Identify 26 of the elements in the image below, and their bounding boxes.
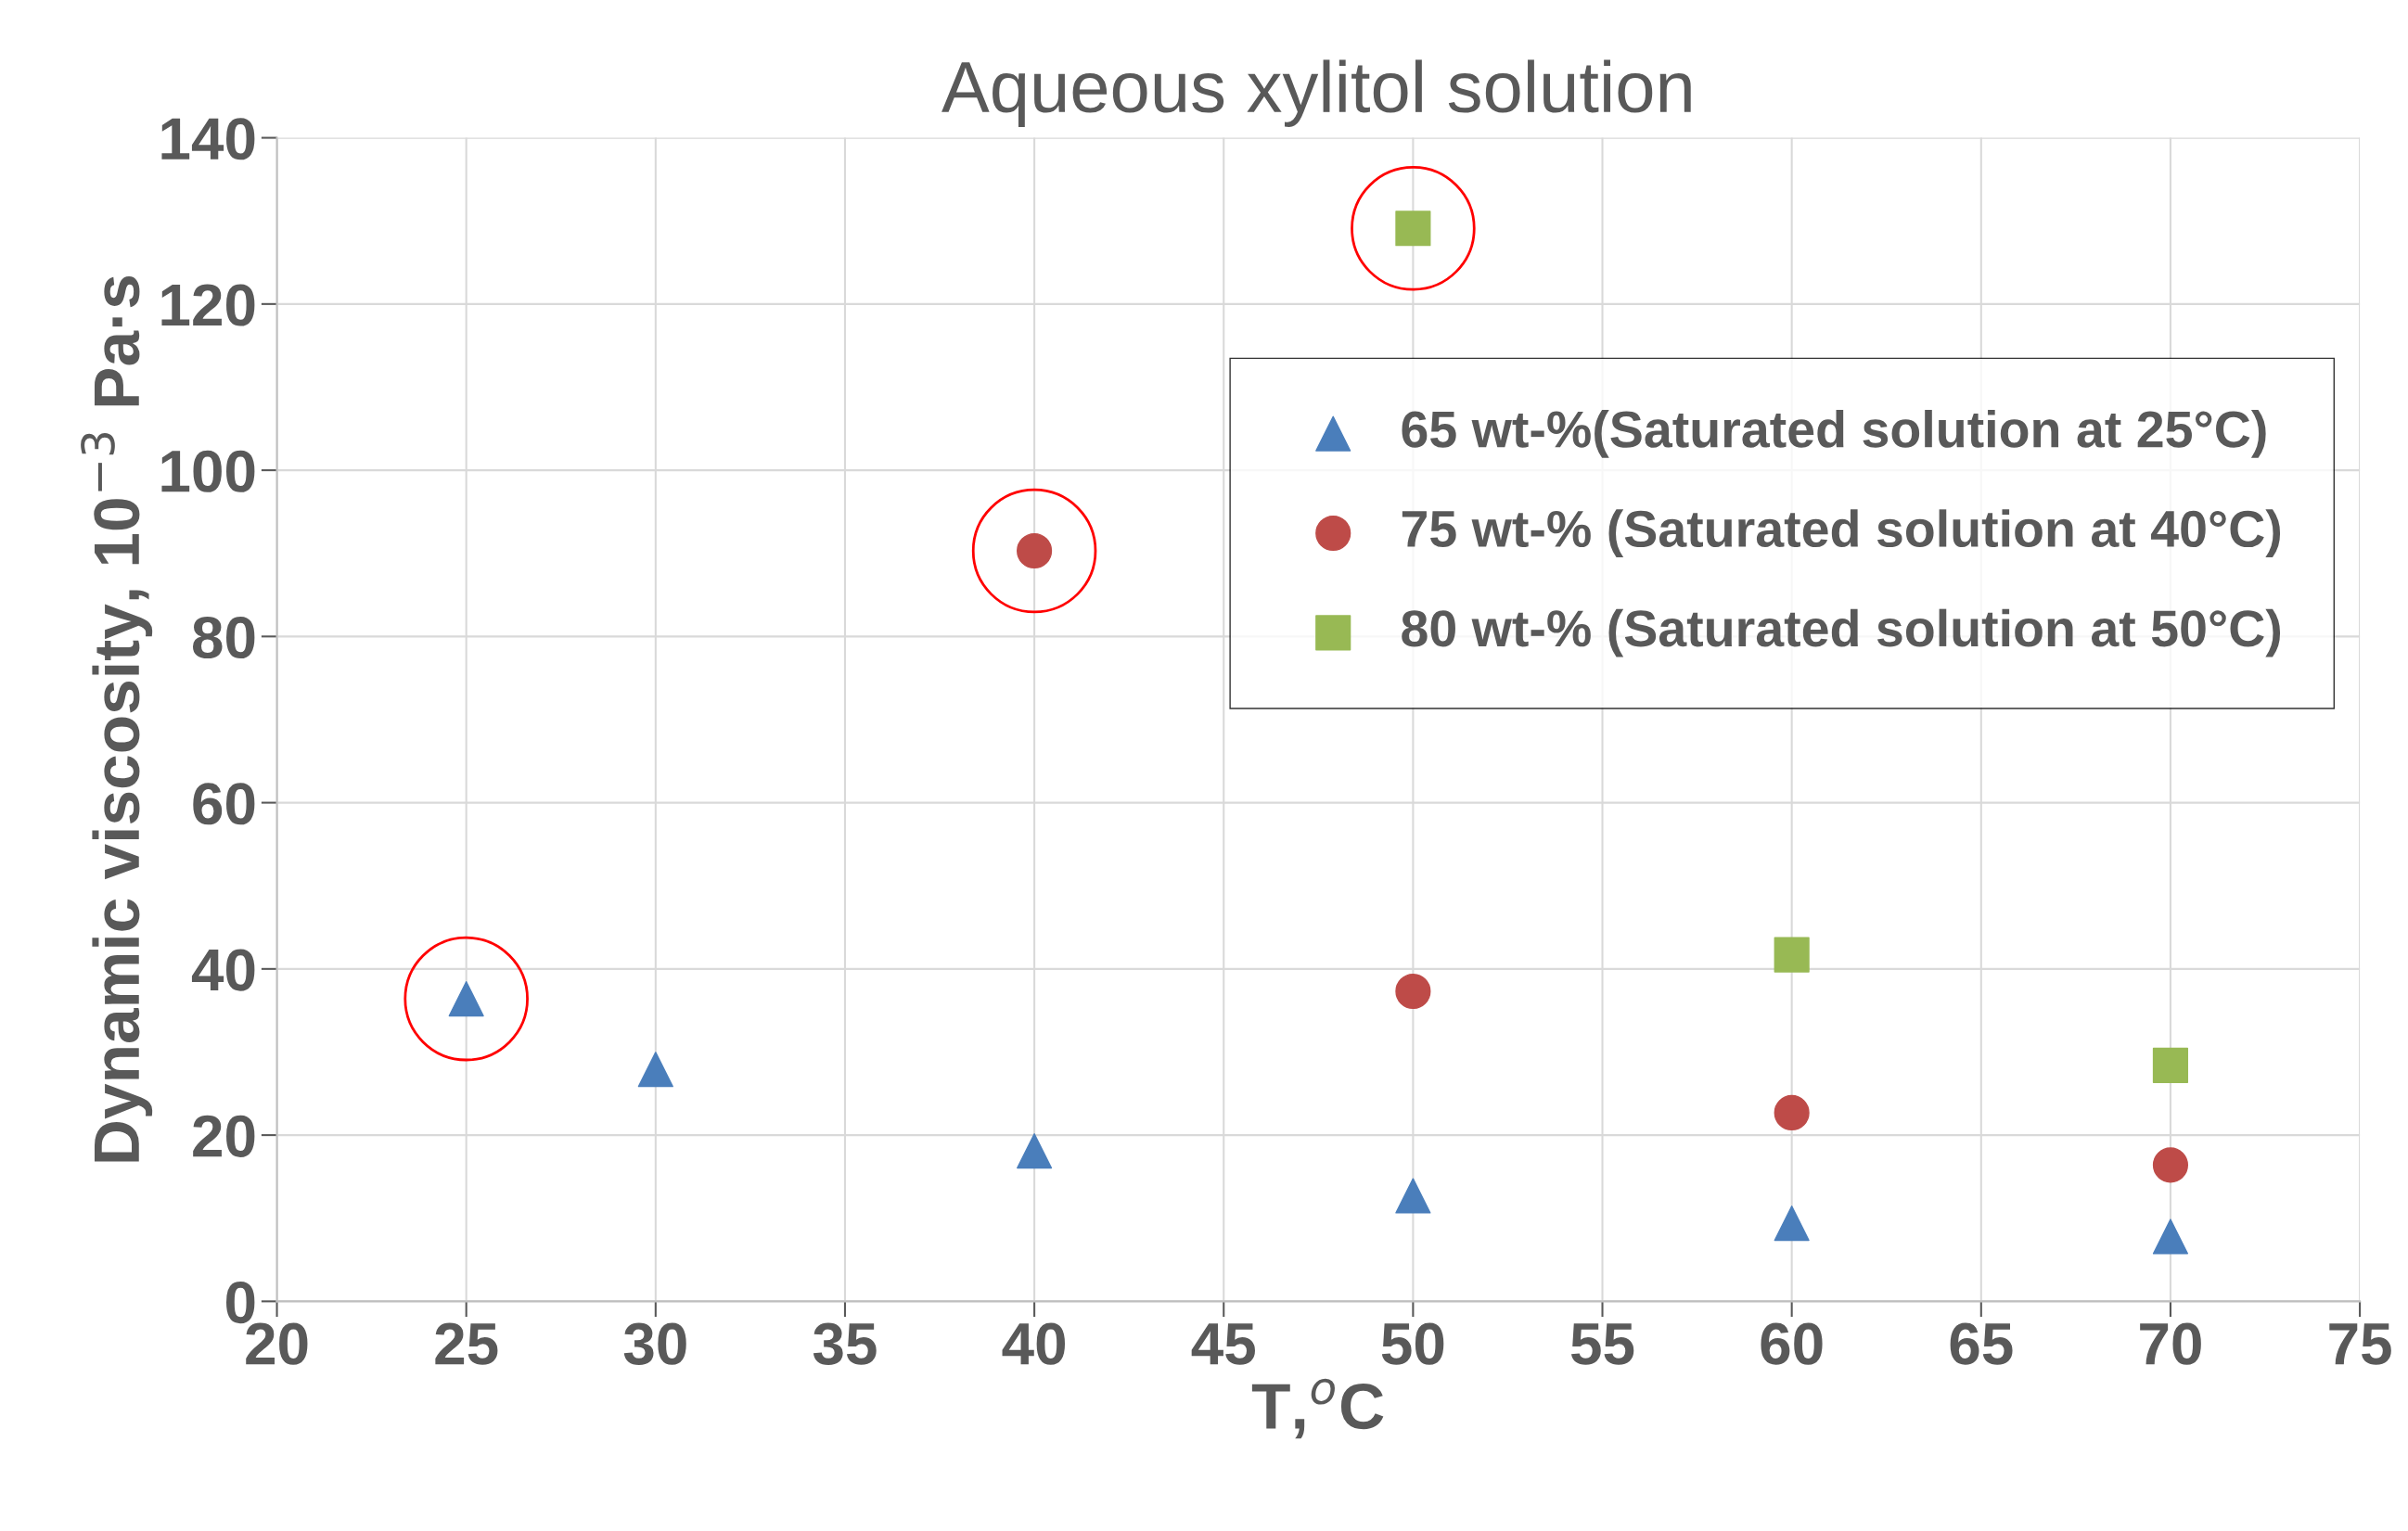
legend-label: 65 wt-%(Saturated solution at 25°C) xyxy=(1402,409,2266,458)
x-tick-label: 45 xyxy=(1191,1323,1255,1365)
y-tick-label: 0 xyxy=(226,1281,255,1324)
y-tick-label: 80 xyxy=(192,616,255,659)
y-tick-label: 20 xyxy=(193,1115,255,1157)
x-tick-label: 35 xyxy=(813,1322,877,1365)
x-tick-label: 55 xyxy=(1570,1323,1634,1365)
x-tick-label: 75 xyxy=(2329,1323,2391,1365)
y-tick-label: 40 xyxy=(191,949,255,991)
x-tick-label: 65 xyxy=(1950,1322,2013,1365)
x-tick-label: 25 xyxy=(435,1322,498,1365)
x-tick-label: 60 xyxy=(1761,1322,1823,1365)
x-tick-label: 70 xyxy=(2140,1322,2201,1365)
y-tick-label: 100 xyxy=(161,450,255,492)
x-tick-label: 40 xyxy=(1002,1322,1066,1365)
legend-label: 75 wt-% (Saturated solution at 40°C) xyxy=(1402,509,2281,558)
x-tick-label: 30 xyxy=(623,1322,686,1365)
y-tick-label: 120 xyxy=(161,284,255,326)
y-tick-label: 60 xyxy=(193,783,255,825)
x-tick-label: 20 xyxy=(246,1322,308,1365)
chart-title: Aqueous xylitol solution xyxy=(941,59,1691,127)
x-axis-title: T,$^{o}$C xyxy=(1251,1378,1384,1439)
legend-label: 80 wt-% (Saturated solution at 50°C) xyxy=(1402,608,2281,657)
y-axis-title: Dynamic viscosity, 10$^{−3}$ Pa·s xyxy=(81,276,153,1162)
y-tick-label: 140 xyxy=(161,118,255,160)
x-tick-label: 50 xyxy=(1381,1322,1444,1365)
